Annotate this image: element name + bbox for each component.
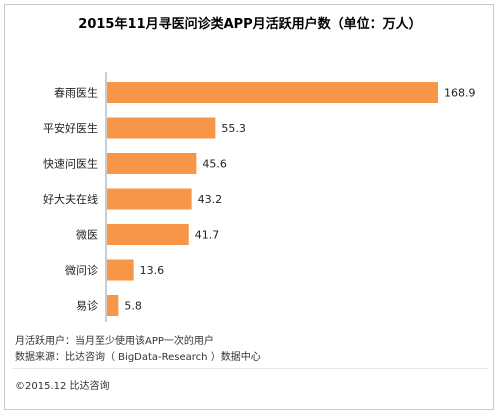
definition-note: 月活跃用户：当月至少使用该APP一次的用户 xyxy=(15,336,214,347)
category-label: 快速问医生 xyxy=(43,157,98,171)
category-label: 好大夫在线 xyxy=(43,192,98,206)
category-label: 微医 xyxy=(76,228,98,242)
source-note: 数据来源：比达咨询（ BigData-Research ）数据中心 xyxy=(15,352,261,363)
bar xyxy=(107,153,197,174)
category-label: 微问诊 xyxy=(65,263,98,277)
bar xyxy=(107,259,134,281)
chart-frame xyxy=(4,4,494,410)
footer-divider xyxy=(12,368,488,369)
bar xyxy=(107,117,216,139)
bar xyxy=(107,295,119,316)
value-label: 168.9 xyxy=(444,87,476,100)
value-label: 45.6 xyxy=(202,158,227,171)
bar xyxy=(107,224,189,245)
category-label: 春雨医生 xyxy=(54,86,98,100)
value-label: 13.6 xyxy=(140,264,165,277)
category-label: 平安好医生 xyxy=(43,121,98,135)
value-label: 43.2 xyxy=(198,193,223,206)
value-label: 5.8 xyxy=(124,300,142,313)
value-label: 55.3 xyxy=(221,122,246,135)
bar xyxy=(107,188,192,210)
copyright-text: ©2015.12 比达咨询 xyxy=(15,381,110,392)
chart-title: 2015年11月寻医问诊类APP月活跃用户数（单位：万人） xyxy=(78,17,422,32)
value-label: 41.7 xyxy=(195,229,220,242)
chart-notes: 月活跃用户：当月至少使用该APP一次的用户 数据来源：比达咨询（ BigData… xyxy=(15,334,261,366)
bar xyxy=(107,82,438,103)
category-label: 易诊 xyxy=(76,299,98,313)
